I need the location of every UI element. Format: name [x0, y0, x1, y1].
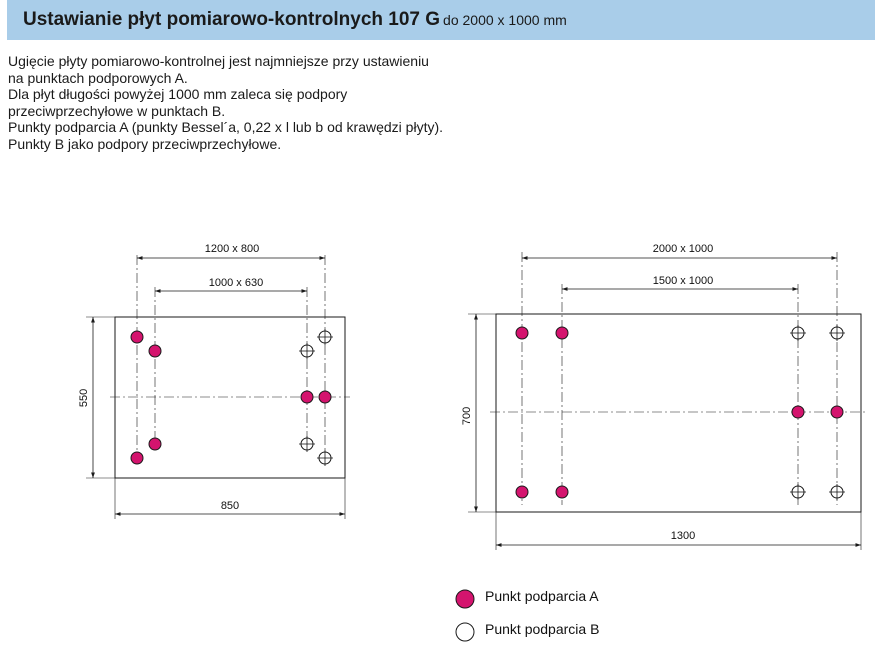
support-point-a [130, 451, 144, 465]
support-point-a [148, 344, 162, 358]
plate-small [86, 255, 350, 519]
plate-large-dim-top-outer: 2000 x 1000 [653, 243, 714, 255]
support-point-a [318, 390, 332, 404]
plate-small-dim-left: 550 [78, 389, 90, 407]
support-point-a [300, 390, 314, 404]
plate-large-dim-left: 700 [461, 407, 473, 425]
support-point-a [830, 405, 844, 419]
intro-text: Ugięcie płyty pomiarowo-kontrolnej jest … [8, 53, 448, 153]
intro-paragraph-2: Dla płyt długości powyżej 1000 mm zaleca… [8, 86, 348, 119]
plate-large-dim-bottom: 1300 [671, 530, 695, 542]
legend-point-b-icon [455, 622, 475, 642]
support-point-a [130, 330, 144, 344]
plate-small-dim-top-inner: 1000 x 630 [209, 277, 263, 289]
legend: Punkt podparcia A Punkt podparcia B [455, 588, 599, 642]
support-point-a [555, 485, 569, 499]
legend-point-b-label: Punkt podparcia B [485, 621, 599, 637]
plate-large-points [515, 326, 844, 499]
plate-large [468, 252, 868, 550]
plate-large-dim-top-inner: 1500 x 1000 [653, 275, 714, 287]
support-point-a [515, 326, 529, 340]
support-point-b-crosshairs [299, 325, 845, 500]
plate-small-dim-bottom: 850 [221, 500, 239, 512]
support-point-a [148, 437, 162, 451]
legend-point-a-label: Punkt podparcia A [485, 588, 599, 604]
title-subtitle: do 2000 x 1000 mm [443, 12, 567, 28]
plate-small-dim-top-outer: 1200 x 800 [205, 243, 259, 255]
intro-paragraph-1: Ugięcie płyty pomiarowo-kontrolnej jest … [8, 53, 429, 86]
plate-small-outline [114, 316, 346, 479]
header-bar: Ustawianie płyt pomiarowo-kontrolnych 10… [7, 0, 875, 40]
page-title: Ustawianie płyt pomiarowo-kontrolnych 10… [23, 9, 567, 31]
support-point-a [791, 405, 805, 419]
legend-point-a-icon [455, 589, 475, 609]
intro-paragraph-3: Punkty podparcia A (punkty Bessel´a, 0,2… [8, 119, 444, 152]
plate-large-outline [495, 313, 862, 513]
title-main: Ustawianie płyt pomiarowo-kontrolnych 10… [23, 9, 441, 30]
support-point-a [555, 326, 569, 340]
support-point-a [515, 485, 529, 499]
